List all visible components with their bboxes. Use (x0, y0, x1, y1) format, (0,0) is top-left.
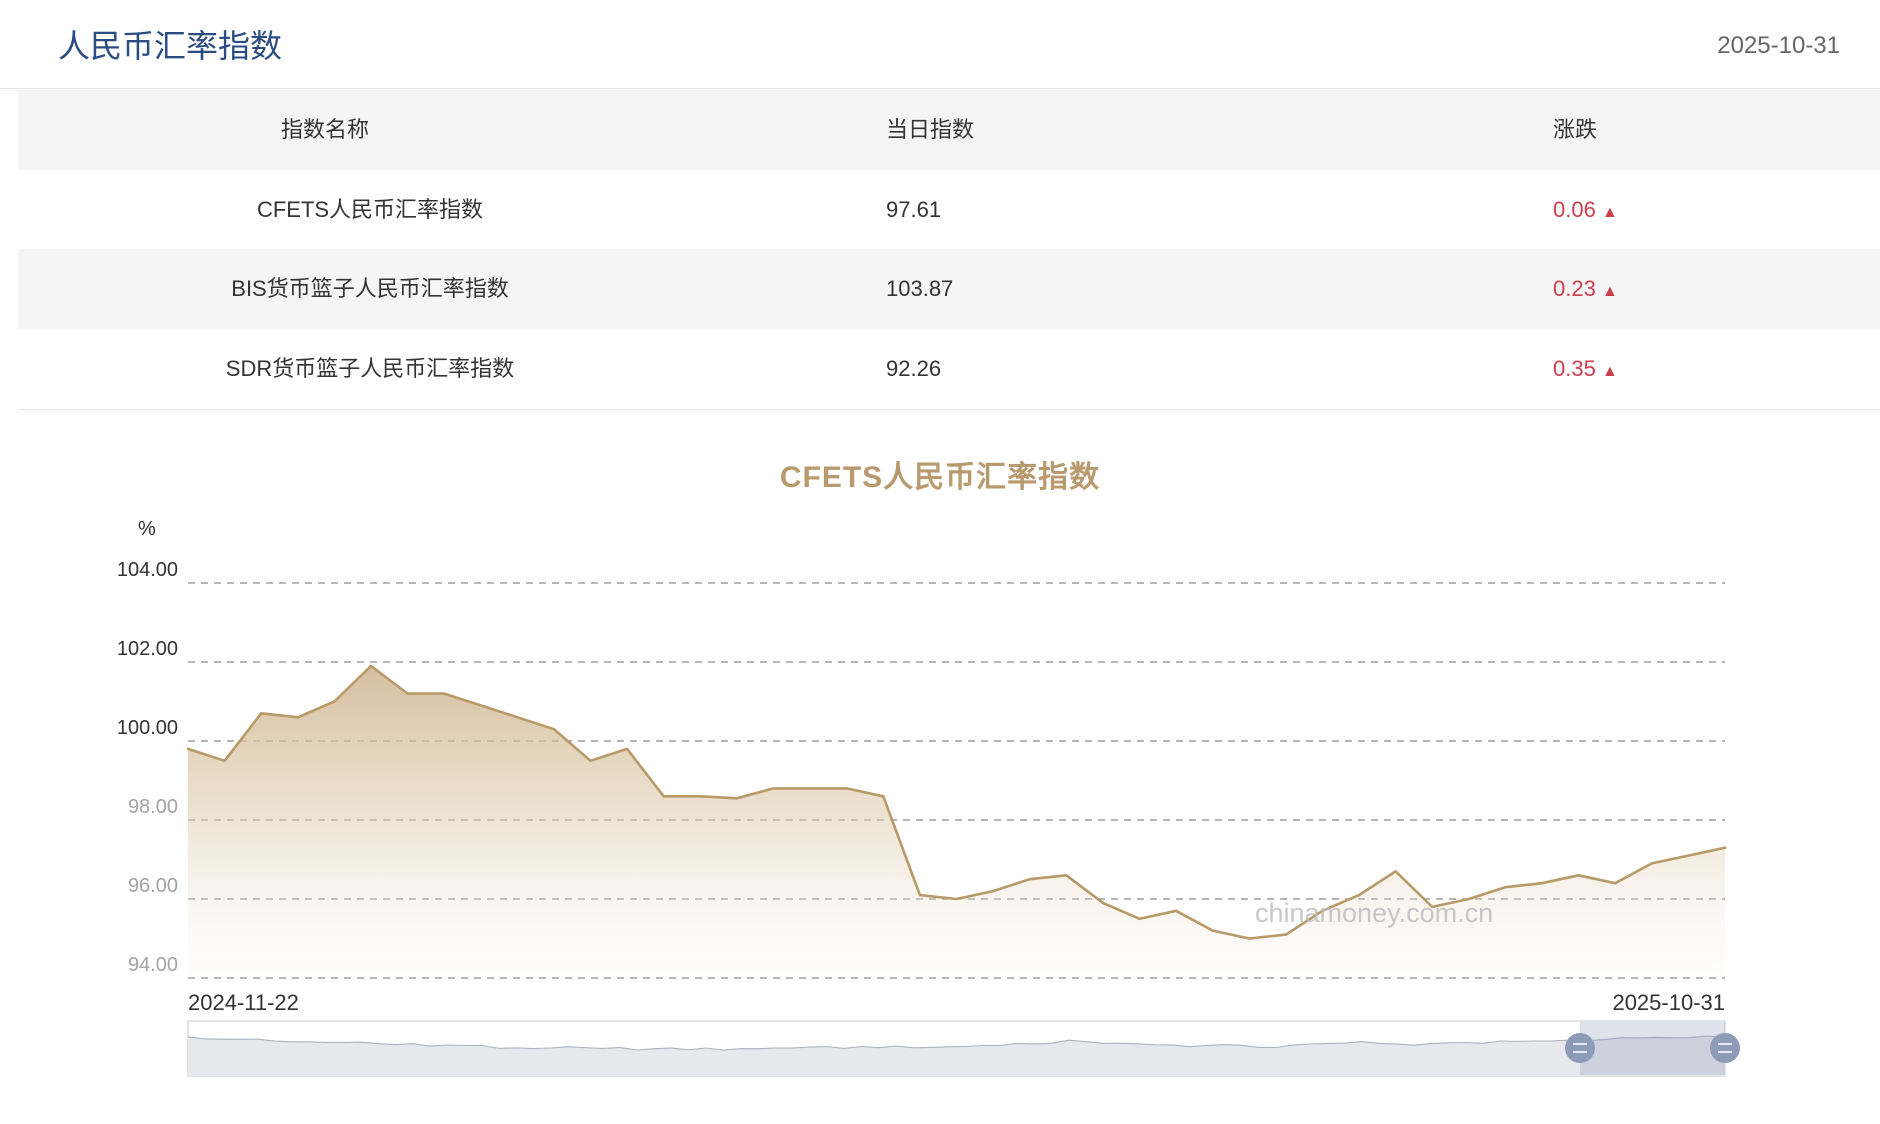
svg-text:98.00: 98.00 (128, 796, 178, 818)
svg-text:2024-11-22: 2024-11-22 (188, 990, 299, 1015)
svg-text:102.00: 102.00 (117, 638, 178, 660)
svg-text:100.00: 100.00 (117, 717, 178, 739)
svg-text:96.00: 96.00 (128, 875, 178, 897)
svg-text:chinamoney.com.cn: chinamoney.com.cn (1255, 898, 1493, 928)
svg-text:94.00: 94.00 (128, 954, 178, 976)
svg-text:%: % (138, 518, 156, 540)
svg-text:104.00: 104.00 (117, 559, 178, 581)
svg-text:2025-10-31: 2025-10-31 (1612, 990, 1725, 1015)
